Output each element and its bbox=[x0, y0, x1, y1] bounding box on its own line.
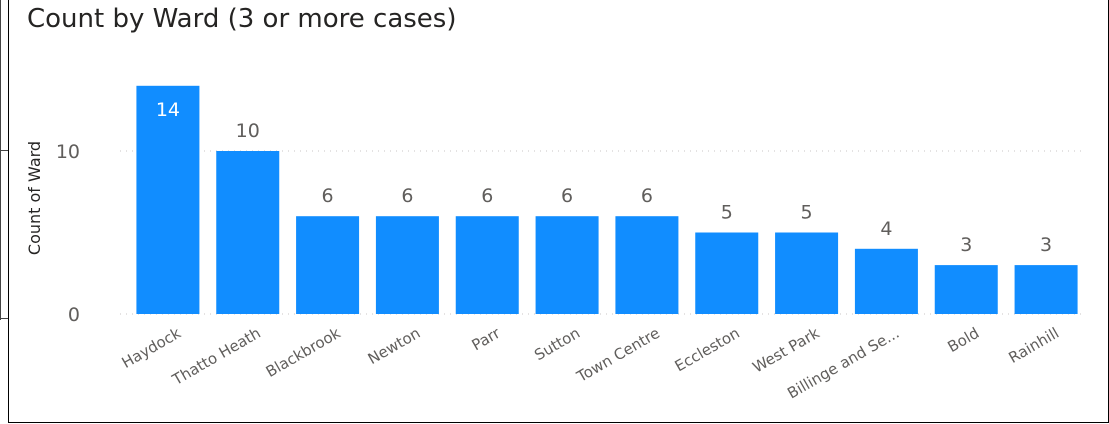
axes: Count of Ward 0 10 bbox=[25, 141, 80, 326]
x-tick-label: Parr bbox=[469, 323, 504, 354]
x-tick-label: Blackbrook bbox=[263, 324, 344, 381]
chart-title: Count by Ward (3 or more cases) bbox=[27, 4, 457, 34]
bar[interactable] bbox=[455, 216, 519, 314]
x-tick-label: Rainhill bbox=[1005, 324, 1062, 367]
x-tick-label: Town Centre bbox=[573, 324, 663, 386]
y-axis-title: Count of Ward bbox=[25, 141, 44, 255]
x-tick-label: Haydock bbox=[119, 324, 185, 372]
data-label: 4 bbox=[880, 218, 892, 240]
bar[interactable] bbox=[216, 151, 280, 314]
page-edge bbox=[0, 318, 9, 319]
bar[interactable] bbox=[136, 85, 200, 314]
x-tick-label: Sutton bbox=[531, 324, 583, 364]
data-label: 3 bbox=[960, 234, 972, 256]
data-label: 10 bbox=[236, 120, 260, 142]
data-labels: 14 10 6 6 6 6 6 5 5 4 3 3 bbox=[156, 99, 1052, 256]
y-tick-label: 0 bbox=[68, 304, 80, 326]
x-tick-label: Bold bbox=[945, 324, 983, 356]
page-edge bbox=[0, 0, 1, 320]
bar[interactable] bbox=[615, 216, 679, 314]
bar[interactable] bbox=[695, 232, 759, 315]
page-edge bbox=[0, 150, 9, 151]
x-tick-label: West Park bbox=[749, 324, 822, 377]
bar[interactable] bbox=[535, 216, 599, 314]
data-label: 3 bbox=[1040, 234, 1052, 256]
bar[interactable] bbox=[1014, 265, 1078, 314]
data-label: 6 bbox=[481, 185, 493, 207]
bars bbox=[136, 85, 1078, 315]
y-tick-label: 10 bbox=[56, 141, 80, 163]
gridlines bbox=[120, 150, 1086, 315]
bar[interactable] bbox=[775, 232, 839, 315]
bar[interactable] bbox=[296, 216, 360, 314]
data-label: 5 bbox=[721, 202, 733, 224]
data-label: 6 bbox=[641, 185, 653, 207]
data-label: 6 bbox=[401, 185, 413, 207]
bar[interactable] bbox=[375, 216, 439, 314]
x-tick-label: Thatto Heath bbox=[168, 324, 263, 389]
bar[interactable] bbox=[934, 265, 998, 314]
x-tick-label: Newton bbox=[365, 324, 424, 368]
data-label: 6 bbox=[561, 185, 573, 207]
data-label: 14 bbox=[156, 99, 180, 121]
data-label: 5 bbox=[801, 202, 813, 224]
x-tick-label: Eccleston bbox=[672, 324, 743, 375]
data-label: 6 bbox=[322, 185, 334, 207]
bar[interactable] bbox=[854, 248, 918, 314]
